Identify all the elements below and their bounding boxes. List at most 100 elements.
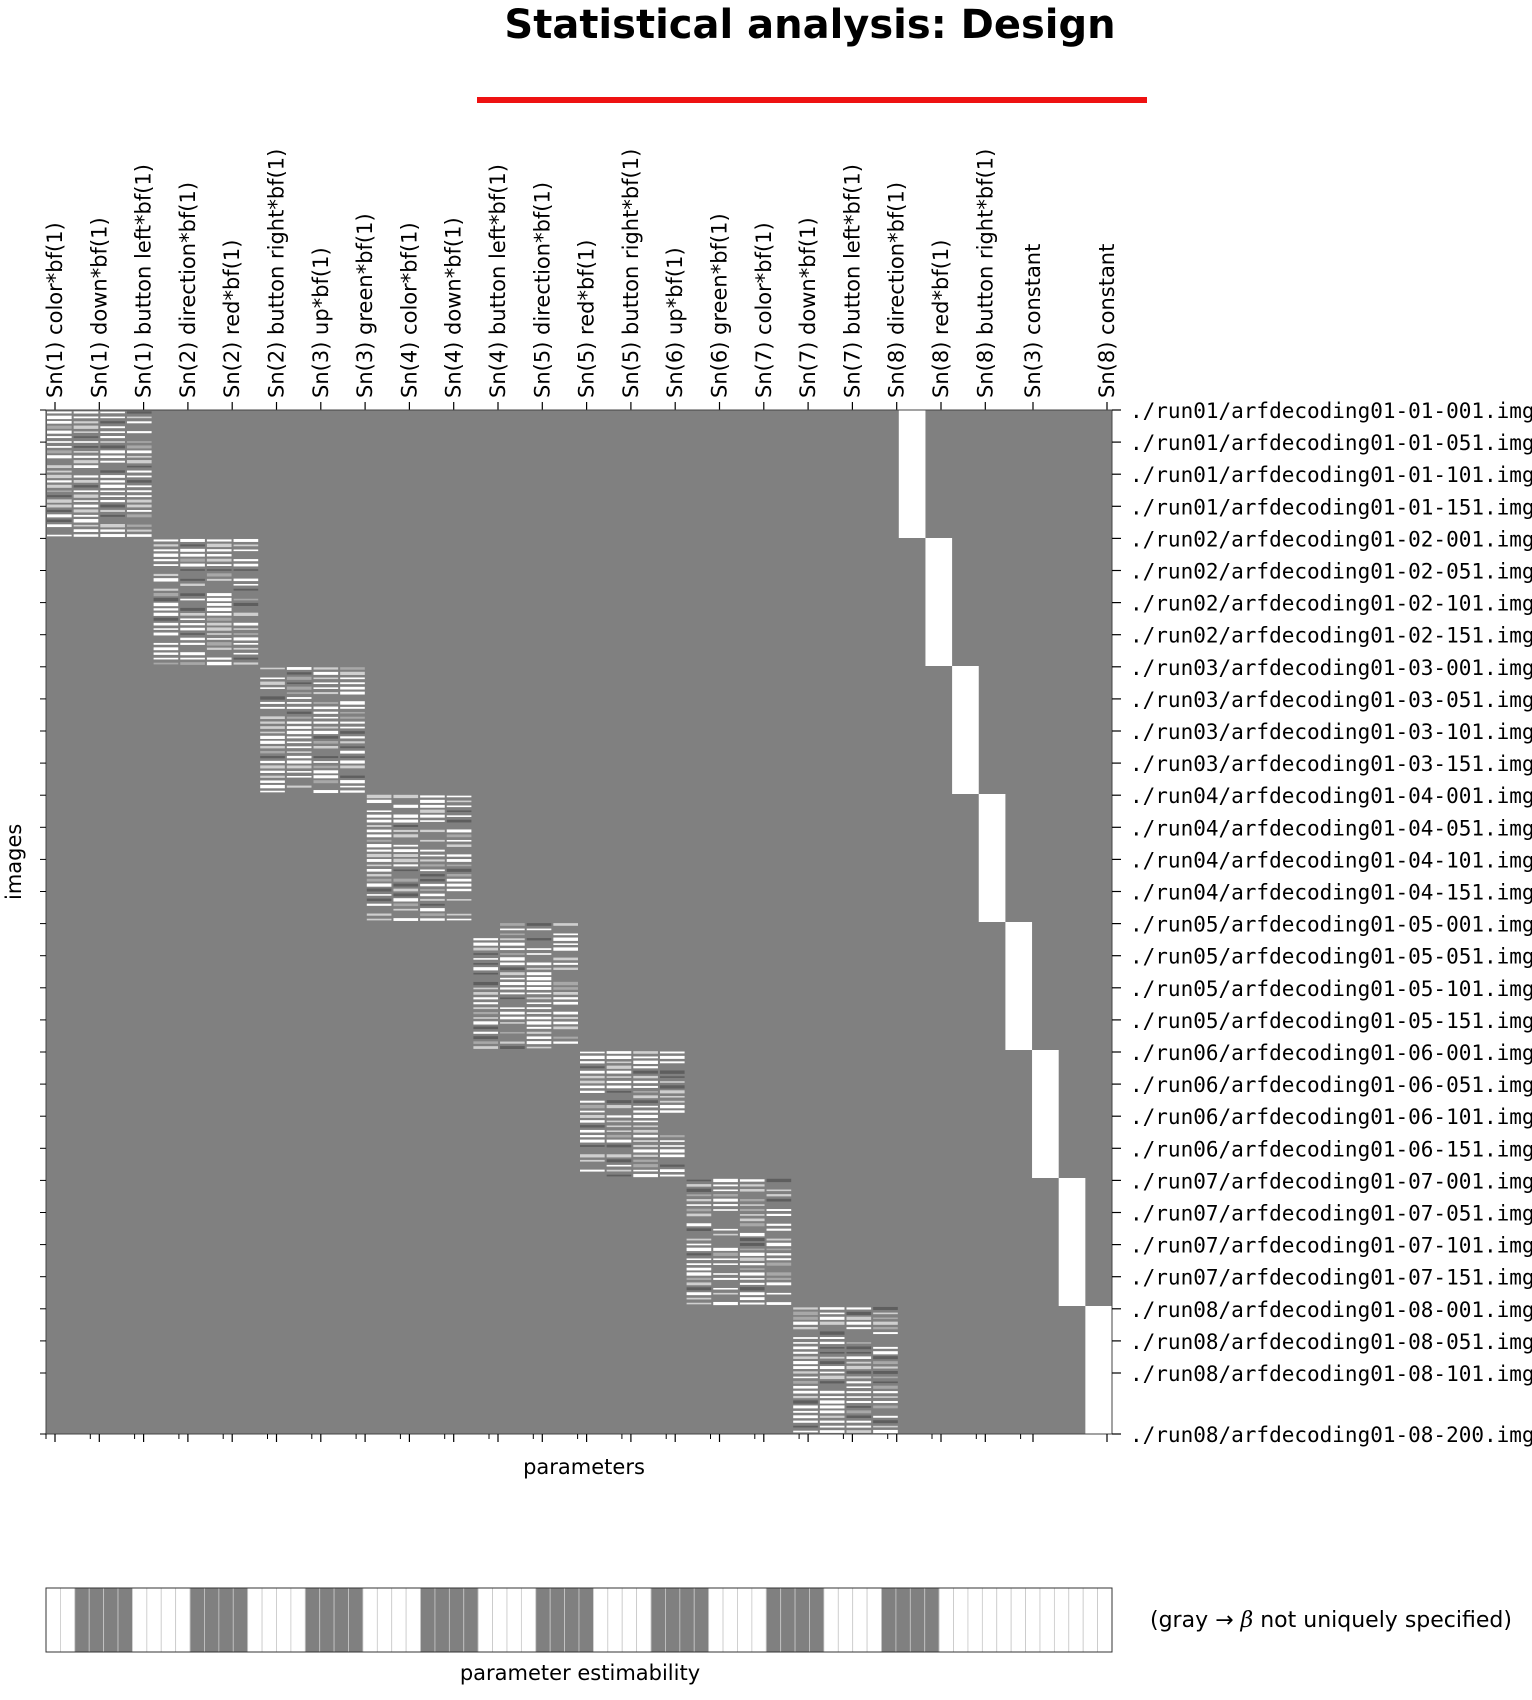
row-label: ./run05/arfdecoding01-05-151.img,1 (1130, 1009, 1532, 1033)
estimability-cell (448, 1587, 465, 1653)
regressor-stripe (260, 784, 285, 789)
regressor-stripe (393, 883, 419, 887)
estimability-cell (261, 1587, 277, 1653)
regressor-stripe (793, 1327, 818, 1330)
regressor-stripe (739, 1189, 765, 1192)
regressor-stripe (73, 519, 99, 523)
regressor-stripe (500, 962, 525, 966)
regressor-stripe (260, 721, 285, 724)
regressor-stripe (340, 785, 365, 788)
regressor-stripe (766, 1189, 792, 1192)
regressor-stripe (260, 716, 285, 720)
regressor-stripe (846, 1346, 872, 1350)
regressor-stripe (446, 883, 472, 887)
regressor-stripe (420, 814, 445, 818)
estimability-cell (866, 1587, 882, 1653)
regressor-stripe (366, 874, 392, 877)
regressor-stripe (739, 1252, 765, 1256)
regressor-stripe (526, 981, 552, 986)
column-label: Sn(1) color*bf(1) (43, 222, 67, 398)
regressor-stripe (606, 1080, 632, 1084)
regressor-stripe (180, 612, 205, 616)
regressor-stripe (606, 1125, 632, 1128)
regressor-stripe (686, 1184, 712, 1187)
estimability-cell (751, 1587, 767, 1653)
regressor-stripe (713, 1287, 738, 1290)
regressor-stripe (393, 854, 419, 858)
regressor-stripe (500, 923, 525, 926)
regressor-stripe (233, 633, 259, 635)
constant-column-run-7 (1058, 1178, 1086, 1306)
regressor-stripe (73, 431, 99, 433)
regressor-stripe (206, 554, 232, 557)
regressor-stripe (686, 1204, 712, 1206)
regressor-stripe (47, 411, 72, 414)
regressor-stripe (873, 1400, 898, 1404)
regressor-stripe (47, 499, 72, 503)
regressor-stripe (819, 1390, 845, 1394)
regressor-stripe (819, 1405, 845, 1409)
regressor-stripe (686, 1238, 712, 1241)
regressor-stripe (793, 1385, 818, 1389)
estimability-cell (837, 1587, 854, 1653)
regressor-stripe (286, 702, 312, 704)
regressor-stripe (686, 1208, 712, 1212)
regressor-stripe (793, 1400, 818, 1404)
regressor-stripe (233, 612, 259, 616)
regressor-stripe (126, 416, 152, 419)
regressor-stripe (340, 760, 365, 764)
regressor-stripe (659, 1100, 685, 1103)
regressor-stripe (553, 997, 578, 1000)
regressor-stripe (340, 756, 365, 758)
regressor-stripe (580, 1169, 605, 1172)
estimability-cell (290, 1587, 306, 1653)
column-label: Sn(8) direction*bf(1) (885, 182, 909, 398)
regressor-stripe (633, 1169, 658, 1172)
regressor-stripe (633, 1173, 658, 1178)
regressor-stripe (233, 628, 259, 630)
regressor-stripe (313, 706, 339, 710)
row-label: ./run08/arfdecoding01-08-101.img,1 (1130, 1362, 1532, 1386)
regressor-stripe (47, 509, 72, 513)
regressor-stripe (526, 1036, 552, 1039)
regressor-stripe (739, 1297, 765, 1301)
row-label: ./run04/arfdecoding01-04-051.img,1 (1130, 816, 1532, 840)
regressor-stripe (100, 426, 125, 429)
regressor-stripe (793, 1425, 818, 1428)
estimability-cell (564, 1587, 580, 1653)
row-label: ./run01/arfdecoding01-01-101.img,1 (1130, 463, 1532, 487)
regressor-stripe (766, 1258, 792, 1261)
regressor-stripe (366, 894, 392, 896)
regressor-stripe (313, 756, 339, 759)
regressor-stripe (686, 1297, 712, 1300)
run-block-2 (153, 538, 259, 666)
column-label: Sn(7) button left*bf(1) (840, 164, 864, 398)
regressor-stripe (526, 972, 552, 976)
regressor-stripe (606, 1100, 632, 1104)
regressor-stripe (500, 948, 525, 951)
regressor-stripe (606, 1174, 632, 1177)
estimability-cell (578, 1587, 594, 1653)
regressor-stripe (420, 918, 445, 921)
regressor-stripe (420, 854, 445, 857)
regressor-stripe (793, 1371, 818, 1374)
regressor-stripe (73, 514, 99, 517)
regressor-stripe (47, 524, 72, 528)
regressor-stripe (580, 1070, 605, 1074)
regressor-stripe (846, 1415, 872, 1419)
regressor-stripe (659, 1076, 685, 1078)
regressor-stripe (873, 1420, 898, 1424)
regressor-stripe (73, 460, 99, 464)
column-label: Sn(3) constant (1021, 244, 1045, 398)
regressor-stripe (500, 997, 525, 1000)
estimability-cell (737, 1587, 753, 1653)
regressor-stripe (739, 1242, 765, 1246)
estimability-cell (607, 1587, 623, 1653)
regressor-stripe (500, 953, 525, 955)
regressor-stripe (633, 1070, 658, 1074)
regressor-stripe (73, 455, 99, 458)
regressor-stripe (446, 839, 472, 842)
regressor-stripe (633, 1134, 658, 1138)
regressor-stripe (313, 736, 339, 739)
